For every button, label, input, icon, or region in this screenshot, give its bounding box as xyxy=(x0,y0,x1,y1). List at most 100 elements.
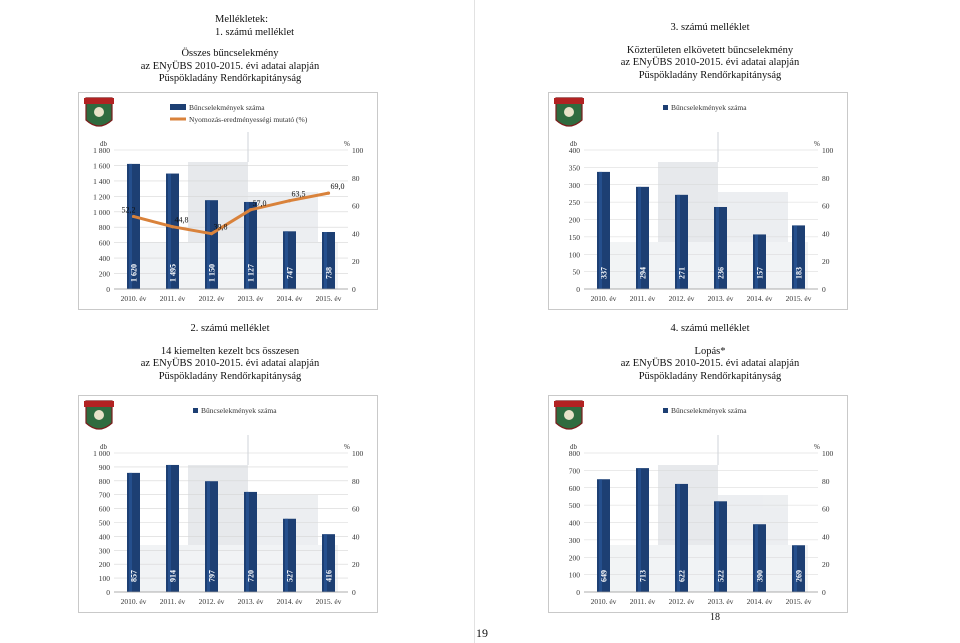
panel-1-title-line2: az ENyÜBS 2010-2015. évi adatai alapján xyxy=(140,60,320,72)
bar-value-label: 649 xyxy=(600,570,609,582)
chart-2-svg: Bűncselekmények száma0501001502002503003… xyxy=(548,92,848,310)
bar-highlight xyxy=(677,483,680,592)
x-tick-label: 2011. év xyxy=(630,294,656,303)
panel-2-title-line3: Püspökladány Rendőrkapitányság xyxy=(638,69,782,81)
panel-2-title-line2: az ENyÜBS 2010-2015. évi adatai alapján xyxy=(620,57,800,68)
y-tick-label: 1 000 xyxy=(93,449,110,458)
bar-value-label: 294 xyxy=(639,267,648,279)
y-axis-right: 0 20 40 60 80 100 xyxy=(352,146,364,294)
y-tick-label: 100 xyxy=(569,250,581,259)
annex-header: Mellékletek: 1. számú melléklet xyxy=(215,14,294,39)
y2-tick-label: 60 xyxy=(822,505,830,514)
bar-value-label: 622 xyxy=(678,570,687,582)
x-tick-label: 2012. év xyxy=(669,597,695,606)
panel-1-title-line3: Püspökladány Rendőrkapitányság xyxy=(158,73,302,84)
y-axis-right: 0 20 40 60 80 100 xyxy=(822,146,834,294)
panel-3-title-line2: az ENyÜBS 2010-2015. évi adatai alapján xyxy=(140,358,320,369)
bar-highlight xyxy=(638,468,641,592)
y-axis-right: 0 20 40 60 80 100 xyxy=(822,449,834,597)
police-emblem-icon xyxy=(554,400,584,430)
y-tick-label: 1 400 xyxy=(93,177,110,186)
page-number-left: 19 xyxy=(476,626,488,640)
legend-swatch-bars xyxy=(170,104,186,110)
line-path xyxy=(133,191,329,236)
x-tick-label: 2014. év xyxy=(747,597,773,606)
y2-axis-unit-label: % xyxy=(344,140,350,148)
x-tick-label: 2014. év xyxy=(747,294,773,303)
y-tick-label: 400 xyxy=(99,532,111,541)
panel-2-annex-label: 3. számú melléklet xyxy=(670,22,750,33)
bar xyxy=(322,232,335,289)
bar xyxy=(792,545,805,592)
legend-swatch-bars xyxy=(663,408,668,413)
y-axis-left: 0 100 200 300 400 500 600 700 800 xyxy=(569,449,818,597)
x-tick-label: 2010. év xyxy=(591,294,617,303)
chart-1-svg: Bűncselekmények száma Nyomozás-eredményes… xyxy=(78,92,378,310)
y-tick-label: 0 xyxy=(106,588,110,597)
panel-2-title-line1: Közterületen elkövetett bűncselekmény xyxy=(626,44,794,56)
x-tick-label: 2012. év xyxy=(669,294,695,303)
bar-series: 857 914 797 720 527 416 xyxy=(127,464,335,592)
bar-highlight xyxy=(129,163,132,289)
y2-tick-label: 40 xyxy=(352,229,360,238)
bar xyxy=(322,534,335,592)
line-value-label: 52,2 xyxy=(122,205,136,214)
x-tick-label: 2012. év xyxy=(199,294,225,303)
bar-value-label: 738 xyxy=(325,267,334,279)
y2-tick-label: 100 xyxy=(352,146,364,155)
emblem-band xyxy=(554,98,584,104)
y2-tick-label: 60 xyxy=(352,505,360,514)
line-point xyxy=(131,214,136,219)
legend-label-bars: Bűncselekmények száma xyxy=(201,406,277,415)
chart-legend: Bűncselekmények száma xyxy=(663,406,747,415)
y2-axis-unit-label: % xyxy=(814,443,820,451)
x-axis: 2010. év 2011. év 2012. év 2013. év 2014. év… xyxy=(114,288,348,303)
bar-highlight xyxy=(285,518,288,592)
bar-highlight xyxy=(324,232,327,289)
chart-3-svg: Bűncselekmények száma0100200300400500600… xyxy=(78,395,378,613)
chart-legend: Bűncselekmények száma xyxy=(193,406,277,415)
y-tick-label: 100 xyxy=(99,574,111,583)
emblem-crest xyxy=(94,107,104,117)
line-point xyxy=(287,199,292,203)
y-tick-label: 0 xyxy=(576,285,580,294)
x-tick-label: 2015. év xyxy=(786,294,812,303)
y-tick-label: 1 000 xyxy=(93,208,110,217)
y-tick-label: 500 xyxy=(569,501,581,510)
bar-highlight xyxy=(324,534,327,592)
x-tick-label: 2013. év xyxy=(708,294,734,303)
y2-tick-label: 60 xyxy=(822,202,830,211)
y2-tick-label: 100 xyxy=(822,449,834,458)
bar-value-label: 269 xyxy=(795,570,804,582)
legend-label-bars: Bűncselekmények száma xyxy=(671,406,747,415)
bar xyxy=(283,231,296,289)
bar-value-label: 857 xyxy=(130,570,139,582)
x-tick-label: 2011. év xyxy=(160,597,186,606)
x-tick-label: 2015. év xyxy=(786,597,812,606)
chart-panel-2: Bűncselekmények száma 0 50 100 150 200 250 300 3… xyxy=(548,92,848,310)
bar-value-label: 337 xyxy=(600,267,609,279)
panel-4-title-line2: az ENyÜBS 2010-2015. évi adatai alapján xyxy=(620,358,800,369)
x-tick-label: 2013. év xyxy=(238,294,264,303)
line-value-label: 44,8 xyxy=(175,216,189,225)
y-axis-left: 0 50 100 150 200 250 300 350 400 xyxy=(569,146,818,294)
line-point xyxy=(170,225,175,229)
x-tick-label: 2011. év xyxy=(630,597,656,606)
x-axis: 2010. év 2011. év 2012. év 2013. év 2014. év… xyxy=(114,591,348,606)
y-tick-label: 150 xyxy=(569,233,581,242)
y-tick-label: 700 xyxy=(569,466,581,475)
police-emblem-icon xyxy=(554,97,584,127)
police-emblem-icon xyxy=(84,97,114,127)
y-tick-label: 350 xyxy=(569,163,581,172)
x-tick-label: 2015. év xyxy=(316,294,342,303)
panel-4-title-line3: Püspökladány Rendőrkapitányság xyxy=(638,370,782,382)
panel-3-title-line3: Püspökladány Rendőrkapitányság xyxy=(158,370,302,382)
bar-highlight xyxy=(599,479,602,592)
bar-highlight xyxy=(168,173,171,289)
y-axis-left: 0 100 200 300 400 500 600 700 800 900 1 000 xyxy=(93,449,348,597)
bar-value-label: 797 xyxy=(208,570,217,582)
bar-highlight xyxy=(168,464,171,592)
bar-value-label: 236 xyxy=(717,267,726,279)
y-tick-label: 50 xyxy=(573,268,581,277)
bar-value-label: 1 127 xyxy=(247,264,256,282)
